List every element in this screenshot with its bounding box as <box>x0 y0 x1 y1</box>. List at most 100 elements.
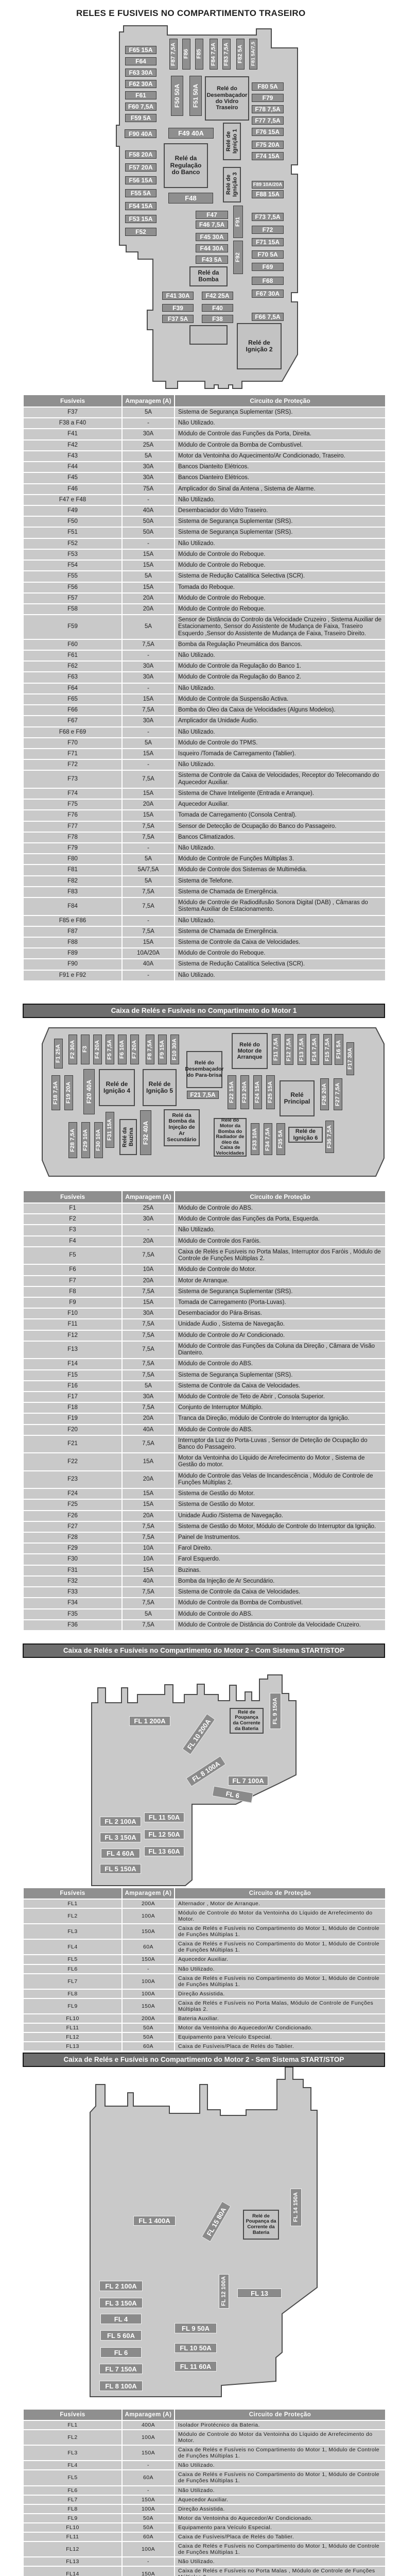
cell-amperage: 30A <box>123 662 174 672</box>
cell-amperage: 20A <box>123 1511 174 1521</box>
cell-fuse: F22 <box>24 1453 121 1470</box>
fuse-f50-50a: F50 50A <box>171 76 183 116</box>
fuse-f57-20a: F57 20A <box>125 163 156 172</box>
cell-circuit: Isolador Pirotécnico da Bateria. <box>175 2421 385 2430</box>
cell-amperage: 50A <box>123 2523 174 2532</box>
col-header-amperage: Amparagem (A) <box>123 1191 174 1202</box>
fuse-table-motor-1: Fusíveis Amparagem (A) Circuito de Proteçã… <box>23 1190 386 1631</box>
cell-amperage: - <box>123 683 174 693</box>
cell-amperage: 50A <box>123 517 174 527</box>
cell-fuse: F19 <box>24 1414 121 1424</box>
fuse-f42-25a: F42 25A <box>202 292 233 300</box>
table-row: F57 20A Módulo de Controle do Reboque. <box>24 593 385 603</box>
cell-circuit: Bateria Auxiliar. <box>175 2014 385 2023</box>
cell-amperage: 20A <box>123 800 174 810</box>
cell-fuse: FL10 <box>24 2523 121 2532</box>
cell-amperage: 60A <box>123 2532 174 2541</box>
fuse-fl-5-150a: FL 5 150A <box>100 1864 141 1874</box>
fuse-f30-10a: F30 10A <box>94 1122 103 1158</box>
table-row: F34 7,5A Módulo de Controle da Bomba de Co… <box>24 1598 385 1608</box>
cell-circuit: Caixa de Relés e Fusíveis no Compartimen… <box>175 1940 385 1955</box>
cell-circuit: Caixa de Fusíveis/Placa de Relés do Tabl… <box>175 2042 385 2051</box>
cell-fuse: FL3 <box>24 1924 121 1939</box>
fuse-fl-12-100a: FL 12 100A <box>219 2274 229 2309</box>
cell-fuse: F26 <box>24 1511 121 1521</box>
table-row: FL6- Não Utilizado. <box>24 2486 385 2495</box>
cell-fuse: FL9 <box>24 1998 121 2013</box>
cell-fuse: F1 <box>24 1204 121 1214</box>
col-header-fuse: Fusíveis <box>24 1191 121 1202</box>
cell-fuse: F5 <box>24 1247 121 1264</box>
cell-fuse: F10 <box>24 1309 121 1319</box>
fuse-f91: F91 <box>233 206 243 238</box>
fuse-f27-7-5a: F27 7,5A <box>334 1078 342 1110</box>
table-row: F81 5A/7,5A Módulo de Controle dos Sistema… <box>24 865 385 875</box>
table-header-row: Fusíveis Amparagem (A) Circuito de Proteçã… <box>24 1191 385 1202</box>
cell-circuit: Desembaciador do Pára-Brisas. <box>175 1309 385 1319</box>
cell-fuse: F16 <box>24 1381 121 1391</box>
cell-amperage: 7,5A <box>123 705 174 716</box>
cell-amperage: 100A <box>123 1909 174 1924</box>
table-row: F15 7,5A Sistema de Segurança Suplementar … <box>24 1370 385 1380</box>
fuse-f81-5a-7-5: F81 5A/7,5 <box>249 39 257 70</box>
fuse-f83-7-5a: F83 7,5A <box>222 39 231 70</box>
table-row: F75 20A Aquecedor Auxiliar. <box>24 800 385 810</box>
cell-fuse: F14 <box>24 1359 121 1369</box>
fuse-f89-10a-20a: F89 10A/20A <box>252 181 284 189</box>
cell-amperage: 7,5A <box>123 1247 174 1264</box>
fuse-f65-15a: F65 15A <box>125 46 156 54</box>
cell-fuse: FL5 <box>24 2470 121 2485</box>
cell-amperage: 50A <box>123 2023 174 2032</box>
col-header-circuit: Circuito de Proteção <box>175 2410 385 2420</box>
cell-circuit: Não Utilizado. <box>175 2557 385 2566</box>
cell-fuse: FL9 <box>24 2514 121 2522</box>
cell-amperage: 7,5A <box>123 639 174 650</box>
relay-rel-de-poupan-a-da-corrente-da-bateria: Relé de Poupança da Corrente da Bateria <box>230 1708 264 1734</box>
table-row: F60 7,5A Bomba da Regulação Pneumática dos… <box>24 639 385 650</box>
cell-amperage: 15A <box>123 810 174 821</box>
col-header-fuse: Fusíveis <box>24 395 121 406</box>
cell-fuse: FL1 <box>24 2421 121 2430</box>
fuse-fl-1-200a: FL 1 200A <box>129 1716 170 1726</box>
table-row: F43 5A Motor da Ventoinha do Aquecimento/A… <box>24 451 385 462</box>
cell-amperage: 7,5A <box>123 1330 174 1341</box>
table-row: F91 e F92- Não Utilizado. <box>24 970 385 980</box>
table-row: F8 7,5A Sistema de Segurança Suplementar (… <box>24 1286 385 1297</box>
cell-amperage: 20A <box>123 1276 174 1286</box>
cell-amperage: 7,5A <box>123 1587 174 1598</box>
fuse-f86: F86 <box>182 39 190 70</box>
table-row: F30 10A Farol Esquerdo. <box>24 1554 385 1565</box>
fuse-fl-9-50a: FL 9 50A <box>175 2323 217 2333</box>
cell-fuse: F42 <box>24 440 121 450</box>
cell-circuit: Unidade Áudio , Sistema de Navegação. <box>175 1319 385 1330</box>
fuse-f35-5a: F35 5A <box>276 1123 285 1155</box>
table-row: F85 e F86- Não Utilizado. <box>24 916 385 926</box>
table-row: FL2 100A Módulo de Controle do Motor da Ve… <box>24 2430 385 2445</box>
cell-fuse: FL8 <box>24 2504 121 2513</box>
table-row: FL6- Não Utilizado. <box>24 1964 385 1973</box>
table-row: FL12 100A Caixa de Relés e Fusíveis no Com… <box>24 2541 385 2556</box>
table-row: F53 15A Módulo de Controle do Reboque. <box>24 549 385 560</box>
cell-fuse: FL14 <box>24 2567 121 2576</box>
fuse-f53-15a: F53 15A <box>125 215 156 223</box>
fuse-table-motor-2-com-start-stop: Fusíveis Amparagem (A) Circuito de Proteçã… <box>23 1887 386 2052</box>
fuse-f22-15a: F22 15A <box>228 1075 236 1109</box>
cell-fuse: F3 <box>24 1225 121 1235</box>
fuse-f14-7-5a: F14 7,5A <box>310 1034 319 1065</box>
table-row: F2 30A Módulo de Controle das Funções da P… <box>24 1214 385 1225</box>
cell-fuse: F90 <box>24 959 121 970</box>
cell-fuse: F52 <box>24 538 121 549</box>
fuse-f51-50a: F51 50A <box>189 76 202 116</box>
cell-fuse: F84 <box>24 898 121 915</box>
table-row: FL11 60A Caixa de Fusíveis/Placa de Relés … <box>24 2532 385 2541</box>
cell-circuit: Módulo de Controle do Reboque. <box>175 604 385 615</box>
fuse-table-motor2-com: Fusíveis Amparagem (A) Circuito de Proteçã… <box>23 1887 386 2052</box>
cell-fuse: F18 <box>24 1403 121 1413</box>
relay-rel-de-igni-o-2: Relé de Ignição 2 <box>237 323 282 369</box>
cell-fuse: F57 <box>24 593 121 603</box>
fuse-f43-5a: F43 5A <box>196 256 228 264</box>
cell-fuse: F7 <box>24 1276 121 1286</box>
cell-amperage: 10A <box>123 1554 174 1565</box>
cell-amperage: 7,5A <box>123 1403 174 1413</box>
cell-amperage: 100A <box>123 1989 174 1998</box>
